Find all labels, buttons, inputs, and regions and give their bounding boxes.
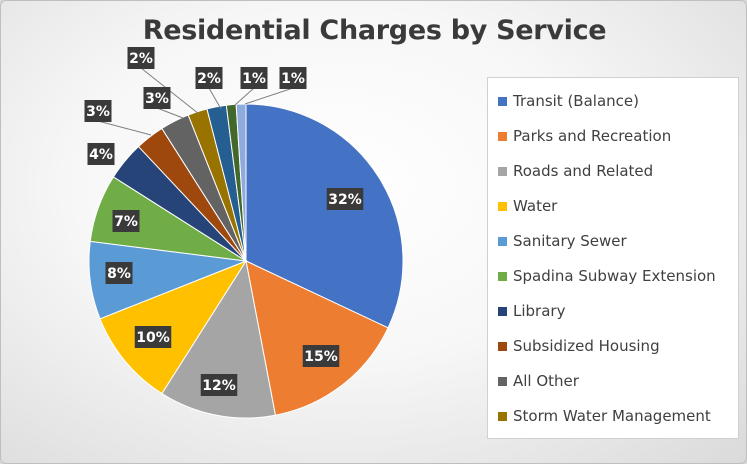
- legend-item: Library: [498, 301, 565, 321]
- legend-swatch: [498, 236, 507, 246]
- data-label: 3%: [84, 100, 112, 122]
- legend-label: All Other: [513, 372, 579, 390]
- data-label: 15%: [302, 345, 340, 367]
- data-label: 32%: [326, 188, 364, 210]
- legend-item: Storm Water Management: [498, 406, 711, 426]
- data-label-text: 3%: [145, 91, 169, 107]
- data-label-background: [105, 262, 133, 284]
- legend-item: Parks and Recreation: [498, 126, 671, 146]
- legend-swatch: [498, 131, 507, 141]
- data-label: 10%: [134, 326, 172, 348]
- data-label: 2%: [127, 47, 155, 69]
- legend-swatch: [498, 376, 507, 386]
- data-label: 1%: [240, 67, 268, 89]
- legend-item: Water: [498, 196, 557, 216]
- data-label-background: [87, 143, 115, 165]
- data-label-text: 32%: [328, 192, 362, 208]
- leader-line: [234, 87, 255, 106]
- data-label-text: 15%: [304, 349, 338, 365]
- leader-line: [244, 87, 294, 105]
- data-label-text: 10%: [136, 330, 170, 346]
- data-label: 3%: [143, 87, 171, 109]
- data-label: 7%: [112, 210, 140, 232]
- pie-slice: [245, 260, 389, 416]
- legend-item: All Other: [498, 371, 579, 391]
- data-label-text: 1%: [281, 71, 305, 87]
- data-label-text: 3%: [86, 104, 110, 120]
- data-label-background: [195, 67, 223, 89]
- legend-label: Spadina Subway Extension: [513, 267, 716, 285]
- leader-line: [156, 107, 184, 119]
- data-label-background: [326, 188, 364, 210]
- data-label: 4%: [87, 143, 115, 165]
- data-label-text: 8%: [107, 266, 131, 282]
- legend-label: Storm Water Management: [513, 407, 711, 425]
- data-label-background: [200, 374, 238, 396]
- data-label-text: 2%: [197, 71, 221, 87]
- legend-swatch: [498, 306, 507, 316]
- legend-item: Sanitary Sewer: [498, 231, 627, 251]
- data-label: 2%: [195, 67, 223, 89]
- pie-slice: [99, 259, 248, 395]
- legend-label: Library: [513, 302, 566, 320]
- legend-label: Sanitary Sewer: [513, 232, 627, 250]
- data-label-background: [84, 100, 112, 122]
- data-label-background: [134, 326, 172, 348]
- data-label-text: 4%: [89, 147, 113, 163]
- legend-label: Transit (Balance): [513, 92, 639, 110]
- legend-swatch: [498, 166, 507, 176]
- legend-swatch: [498, 341, 507, 351]
- data-label-text: 2%: [129, 51, 153, 67]
- data-label-background: [279, 67, 307, 89]
- chart-title: Residential Charges by Service: [142, 15, 607, 46]
- legend-label: Subsidized Housing: [513, 337, 660, 355]
- leader-line: [208, 87, 222, 110]
- legend-label: Parks and Recreation: [513, 127, 672, 145]
- legend: Transit (Balance) Parks and Recreation Roa…: [487, 77, 739, 439]
- data-label-background: [127, 47, 155, 69]
- data-label-background: [112, 210, 140, 232]
- legend-item: Roads and Related: [498, 161, 653, 181]
- legend-swatch: [498, 201, 507, 211]
- legend-item: Spadina Subway Extension: [498, 266, 716, 286]
- leader-line: [97, 120, 152, 136]
- data-label-background: [302, 345, 340, 367]
- legend-swatch: [498, 271, 507, 281]
- legend-label: Water: [513, 197, 558, 215]
- data-label-text: 1%: [242, 71, 266, 87]
- data-label-background: [143, 87, 171, 109]
- data-label: 12%: [200, 374, 238, 396]
- legend-item: Subsidized Housing: [498, 336, 660, 356]
- pie-slice: [245, 103, 404, 329]
- data-label-background: [240, 67, 268, 89]
- legend-swatch: [498, 411, 507, 421]
- data-label-text: 12%: [202, 378, 236, 394]
- data-label: 8%: [105, 262, 133, 284]
- legend-swatch: [498, 96, 507, 106]
- pie-slice: [161, 259, 277, 419]
- data-label: 1%: [279, 67, 307, 89]
- legend-label: Roads and Related: [513, 162, 654, 180]
- data-label-text: 7%: [114, 214, 138, 230]
- legend-item: Transit (Balance): [498, 91, 639, 111]
